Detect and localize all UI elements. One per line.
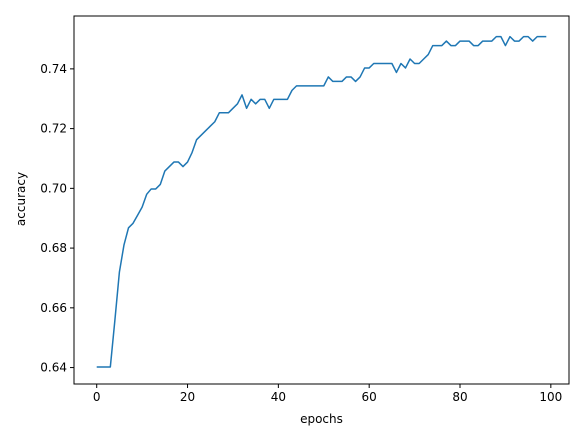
plot-frame (73, 15, 570, 385)
x-tick-label: 60 (362, 390, 377, 404)
y-tick-label: 0.64 (40, 361, 67, 375)
x-tick-label: 100 (539, 390, 562, 404)
y-tick-label: 0.70 (40, 181, 67, 195)
y-axis-ticks: 0.64 0.66 0.68 0.70 0.72 0.74 (40, 62, 74, 375)
y-tick-label: 0.72 (40, 122, 67, 136)
y-tick-label: 0.74 (40, 62, 67, 76)
x-tick-label: 20 (180, 390, 195, 404)
x-tick-label: 80 (452, 390, 467, 404)
x-tick-label: 40 (271, 390, 286, 404)
x-axis-ticks: 0 20 40 60 80 100 (93, 384, 562, 404)
x-axis-label: epochs (300, 412, 343, 426)
y-tick-label: 0.68 (40, 241, 67, 255)
x-tick-label: 0 (93, 390, 101, 404)
plot-area (73, 15, 570, 385)
y-tick-label: 0.66 (40, 301, 67, 315)
series-line (96, 35, 547, 368)
y-axis-label: accuracy (14, 172, 28, 226)
